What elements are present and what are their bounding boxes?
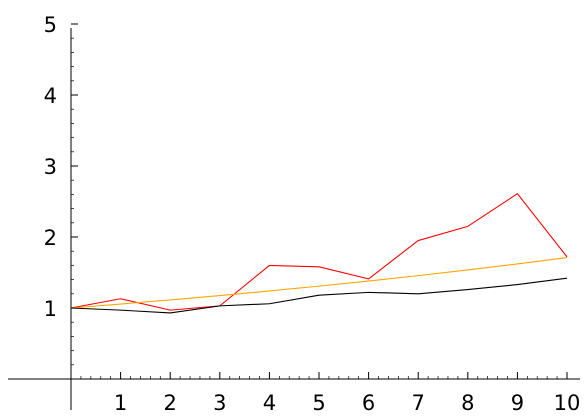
series-lines xyxy=(70,193,568,314)
x-tick-label: 8 xyxy=(461,391,474,415)
x-tick-label: 5 xyxy=(312,391,325,415)
axes xyxy=(8,23,580,410)
x-tick-label: 1 xyxy=(114,391,127,415)
y-tick-label: 1 xyxy=(44,297,57,321)
series-line-3 xyxy=(70,277,568,314)
y-tick-label: 3 xyxy=(44,155,57,179)
x-tick-label: 7 xyxy=(412,391,425,415)
x-tick-label: 4 xyxy=(263,391,276,415)
y-tick-label: 4 xyxy=(44,84,57,108)
x-tick-label: 3 xyxy=(213,391,226,415)
y-tick-label: 2 xyxy=(44,226,57,250)
x-tick-label: 2 xyxy=(164,391,177,415)
x-tick-label: 6 xyxy=(362,391,375,415)
x-tick-label: 10 xyxy=(554,391,581,415)
x-tick-label: 9 xyxy=(511,391,524,415)
y-tick-label: 5 xyxy=(44,13,57,37)
series-line-2 xyxy=(70,257,568,309)
tick-labels: 1 2 3 4 5 6 7 8 9 10 1 2 3 4 5 xyxy=(44,13,581,415)
series-line-1 xyxy=(70,193,568,311)
